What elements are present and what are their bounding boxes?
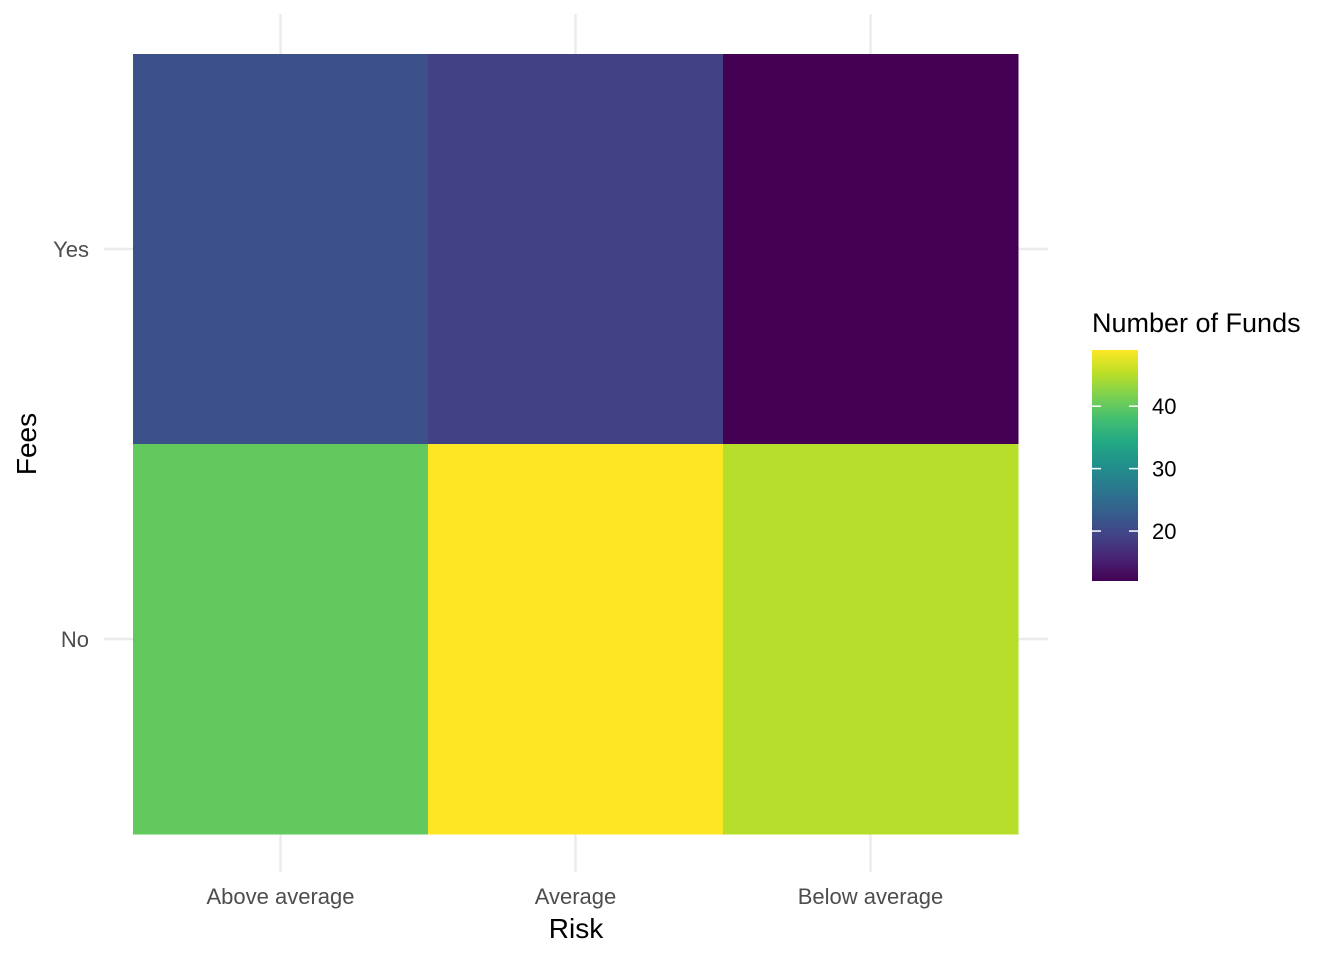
x-tick-label: Average	[535, 884, 617, 909]
heatmap-cell	[723, 444, 1019, 835]
heatmap-cells	[133, 54, 1019, 835]
legend-colorbar	[1092, 350, 1138, 581]
y-tick-label: No	[61, 627, 89, 652]
y-tick-label: Yes	[53, 237, 89, 262]
heatmap-cell	[133, 444, 429, 835]
x-tick-label: Above average	[207, 884, 355, 909]
y-axis-ticks: No Yes	[53, 237, 89, 652]
x-axis-title: Risk	[549, 913, 604, 944]
legend-tick-label: 30	[1152, 457, 1176, 482]
x-axis-ticks: Above average Average Below average	[207, 884, 944, 909]
legend-tick-label: 20	[1152, 519, 1176, 544]
heatmap-cell	[428, 444, 724, 835]
legend-tick-label: 40	[1152, 394, 1176, 419]
heatmap-cell	[428, 54, 724, 445]
legend-ticks: 20 30 40	[1092, 394, 1176, 544]
x-tick-label: Below average	[798, 884, 944, 909]
heatmap-cell	[723, 54, 1019, 445]
legend-title: Number of Funds	[1092, 308, 1301, 338]
y-axis-title: Fees	[11, 413, 42, 475]
color-legend: Number of Funds 20 30 40	[1092, 308, 1301, 581]
heatmap-cell	[133, 54, 429, 445]
